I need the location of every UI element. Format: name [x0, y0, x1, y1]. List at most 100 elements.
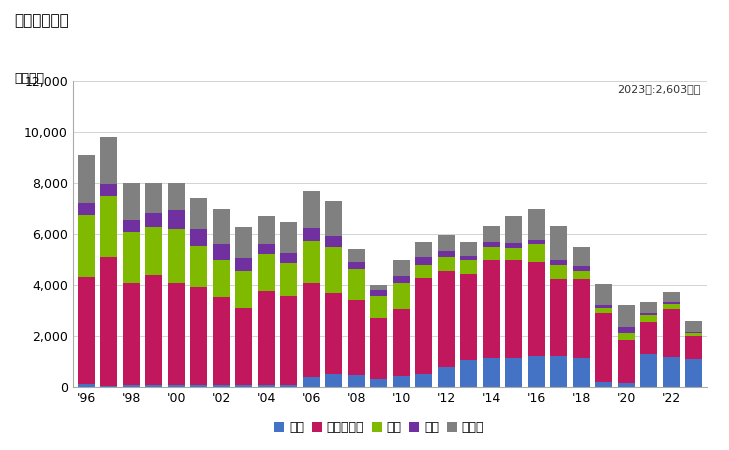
Bar [505, 248, 522, 260]
Bar [235, 271, 252, 308]
Bar [617, 340, 635, 383]
Bar [145, 183, 163, 213]
Bar [325, 236, 342, 247]
Text: 輸入量の推移: 輸入量の推移 [15, 14, 69, 28]
Bar [505, 216, 522, 243]
Bar [393, 283, 410, 309]
Bar [235, 258, 252, 271]
Bar [460, 360, 477, 387]
Bar [303, 377, 320, 387]
Bar [303, 191, 320, 229]
Bar [348, 300, 364, 375]
Bar [640, 302, 657, 313]
Bar [78, 203, 95, 216]
Bar [640, 354, 657, 387]
Bar [416, 242, 432, 257]
Bar [640, 322, 657, 354]
Bar [460, 260, 477, 274]
Bar [596, 308, 612, 313]
Bar [393, 276, 410, 283]
Bar [213, 297, 230, 385]
Bar [550, 356, 567, 387]
Bar [438, 234, 455, 251]
Bar [303, 284, 320, 377]
Bar [325, 374, 342, 387]
Bar [617, 333, 635, 340]
Bar [303, 241, 320, 284]
Bar [483, 247, 499, 260]
Bar [348, 262, 364, 270]
Bar [101, 386, 117, 387]
Bar [573, 271, 590, 279]
Bar [258, 291, 275, 385]
Bar [348, 270, 364, 300]
Bar [685, 332, 702, 333]
Bar [663, 302, 679, 304]
Bar [325, 201, 342, 236]
Bar [483, 226, 499, 243]
Bar [617, 327, 635, 333]
Bar [370, 290, 387, 296]
Bar [393, 309, 410, 376]
Bar [213, 260, 230, 297]
Bar [573, 279, 590, 358]
Bar [596, 305, 612, 308]
Bar [528, 244, 545, 261]
Bar [438, 367, 455, 387]
Bar [438, 271, 455, 367]
Bar [123, 220, 140, 232]
Bar [303, 229, 320, 241]
Bar [596, 284, 612, 305]
Bar [663, 309, 679, 357]
Bar [168, 210, 184, 230]
Bar [505, 358, 522, 387]
Bar [78, 384, 95, 387]
Bar [258, 385, 275, 387]
Bar [281, 222, 297, 253]
Bar [596, 313, 612, 382]
Bar [483, 243, 499, 247]
Bar [123, 232, 140, 283]
Bar [348, 375, 364, 387]
Bar [460, 256, 477, 260]
Bar [258, 216, 275, 244]
Bar [685, 360, 702, 387]
Bar [235, 385, 252, 387]
Bar [190, 385, 207, 387]
Bar [416, 374, 432, 387]
Bar [78, 277, 95, 384]
Bar [168, 283, 184, 385]
Bar [505, 243, 522, 248]
Bar [370, 379, 387, 387]
Bar [393, 260, 410, 276]
Bar [258, 254, 275, 291]
Bar [393, 376, 410, 387]
Bar [281, 296, 297, 385]
Bar [145, 227, 163, 275]
Bar [617, 383, 635, 387]
Bar [213, 244, 230, 260]
Bar [416, 257, 432, 265]
Bar [663, 357, 679, 387]
Bar [640, 313, 657, 315]
Bar [101, 184, 117, 196]
Bar [416, 265, 432, 278]
Bar [145, 213, 163, 227]
Bar [78, 216, 95, 277]
Bar [685, 320, 702, 332]
Bar [663, 304, 679, 309]
Bar [416, 278, 432, 374]
Bar [168, 230, 184, 283]
Bar [528, 261, 545, 356]
Bar [370, 318, 387, 379]
Bar [505, 260, 522, 358]
Bar [483, 260, 499, 358]
Bar [325, 292, 342, 374]
Bar [685, 333, 702, 336]
Bar [483, 358, 499, 387]
Bar [145, 275, 163, 385]
Bar [528, 208, 545, 239]
Text: 単位トン: 単位トン [15, 72, 44, 85]
Bar [573, 266, 590, 271]
Bar [663, 292, 679, 302]
